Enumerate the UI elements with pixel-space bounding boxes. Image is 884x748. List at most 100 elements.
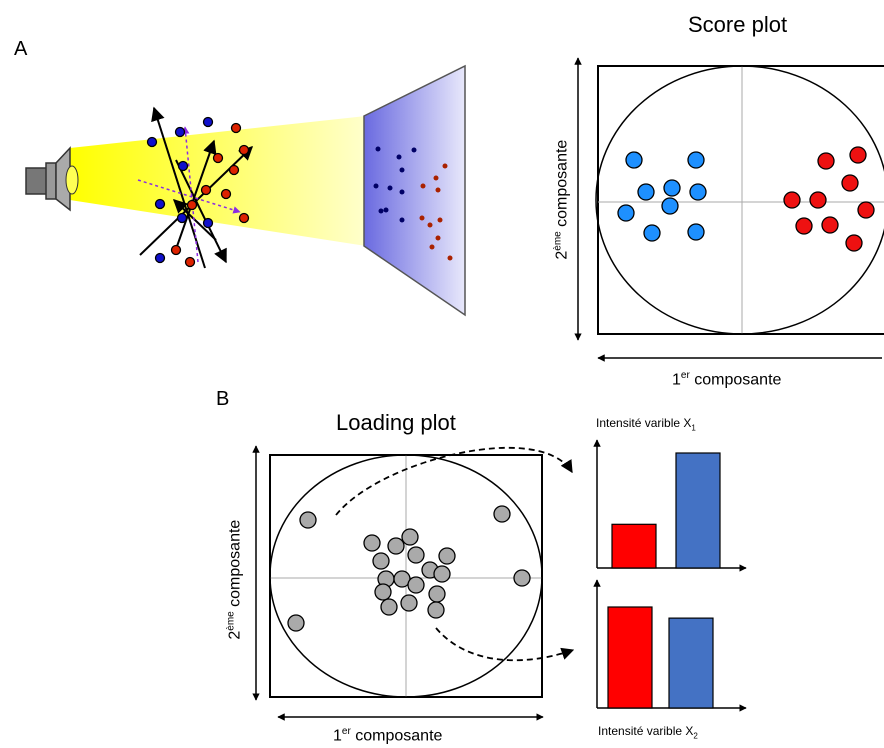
score-point-red <box>817 152 835 170</box>
score-plot-title: Score plot <box>688 12 788 37</box>
score-point-red <box>783 191 801 209</box>
score-point-blue <box>617 204 635 222</box>
bar-chart-x2 <box>593 579 747 712</box>
score-point-red <box>857 201 875 219</box>
loading-point <box>287 614 305 632</box>
loading-point <box>428 585 446 603</box>
projection-axes-dashed <box>137 126 241 263</box>
cloud-point-red <box>230 122 242 134</box>
score-point-blue <box>687 223 705 241</box>
loading-point <box>493 505 511 523</box>
bar-x1-label: Intensité varible X1 <box>596 416 696 432</box>
score-point-blue <box>625 151 643 169</box>
score-ylabel-sup: ème <box>552 231 564 251</box>
loading-point <box>427 601 445 619</box>
cloud-point-red <box>228 164 240 176</box>
score-point-blue <box>637 183 655 201</box>
screen-point-dark <box>399 189 405 195</box>
cloud-point-red <box>170 244 182 256</box>
score-point-blue <box>663 179 681 197</box>
loading-ylabel-text: composante <box>226 519 244 612</box>
screen-point-dark <box>375 146 381 152</box>
loading-point <box>438 547 456 565</box>
cloud-point-red <box>184 256 196 268</box>
screen-point-dark <box>387 185 393 191</box>
score-xlabel-text: composante <box>689 371 782 389</box>
panel-b-letter: B <box>216 388 230 410</box>
loading-point <box>299 511 317 529</box>
curved-arrow-to-x2 <box>435 627 575 662</box>
cloud-point-red <box>212 152 224 164</box>
screen-point-dark <box>383 207 389 213</box>
screen-point-dark <box>396 154 402 160</box>
loading-point <box>433 565 451 583</box>
screen-point-dark <box>373 183 379 189</box>
loading-point <box>400 594 418 612</box>
loading-ylabel-sup: ème <box>225 611 237 631</box>
screen-point-dark <box>378 208 384 214</box>
panel-a-letter: A <box>14 38 28 60</box>
screen-point-red <box>447 255 453 261</box>
bar-x1-label-text: Intensité varible X <box>596 416 692 430</box>
score-point-blue <box>643 224 661 242</box>
loading-plot-ylabel: 2ème composante <box>225 505 244 655</box>
score-point-blue <box>661 197 679 215</box>
cloud-point-blue <box>176 212 188 224</box>
pca-illustration <box>25 64 466 317</box>
cloud-point-red <box>238 212 250 224</box>
score-point-red <box>841 174 859 192</box>
loading-plot <box>252 445 575 721</box>
screen-point-red <box>442 163 448 169</box>
loading-point <box>401 528 419 546</box>
screen-point-dark <box>411 147 417 153</box>
screen-point-red <box>435 187 441 193</box>
screen-point-red <box>419 215 425 221</box>
loading-xlabel-text: composante <box>350 727 443 745</box>
bar-chart-x1 <box>593 439 747 572</box>
loading-point <box>407 576 425 594</box>
lamp-icon <box>25 146 79 212</box>
score-point-red <box>795 217 813 235</box>
loading-point <box>407 546 425 564</box>
cloud-point-red <box>220 188 232 200</box>
curved-arrow-to-x1 <box>335 446 573 516</box>
loading-plot-title: Loading plot <box>336 410 456 435</box>
score-xlabel-sup: er <box>680 370 690 381</box>
loading-point <box>380 598 398 616</box>
bar-x1-label-sub: 1 <box>691 423 696 433</box>
cloud-point-red <box>186 199 198 211</box>
cloud-point-red <box>200 184 212 196</box>
score-plot <box>574 57 884 362</box>
screen-point-red <box>435 235 441 241</box>
cloud-point-blue <box>154 252 166 264</box>
bar-x2-label: Intensité varible X2 <box>598 724 698 740</box>
score-point-red <box>849 146 867 164</box>
score-plot-frame <box>597 65 884 335</box>
loading-xlabel-number: 1 <box>333 727 342 745</box>
projection-screen <box>363 64 466 317</box>
bars-x2 <box>607 606 714 709</box>
score-point-blue <box>687 151 705 169</box>
loading-point <box>387 537 405 555</box>
score-ylabel-number: 2 <box>553 250 571 260</box>
cloud-point-blue <box>202 217 214 229</box>
screen-point-red <box>429 244 435 250</box>
score-xlabel-number: 1 <box>672 371 681 389</box>
bar-x2-label-sub: 2 <box>693 731 698 741</box>
cloud-point-blue <box>146 136 158 148</box>
cloud-point-blue <box>154 198 166 210</box>
loading-point <box>372 552 390 570</box>
cloud-point-red <box>238 144 250 156</box>
loading-plot-xlabel: 1er composante <box>333 726 442 745</box>
score-points <box>617 146 875 252</box>
score-point-red <box>845 234 863 252</box>
loading-point <box>363 534 381 552</box>
loading-plot-ellipse <box>269 454 543 698</box>
loading-xlabel-sup: er <box>341 726 351 737</box>
score-plot-xlabel: 1er composante <box>672 370 781 389</box>
bars-x1 <box>611 452 721 569</box>
bar-x2-label-text: Intensité varible X <box>598 724 694 738</box>
score-ylabel-text: composante <box>553 139 571 232</box>
loading-point <box>513 569 531 587</box>
